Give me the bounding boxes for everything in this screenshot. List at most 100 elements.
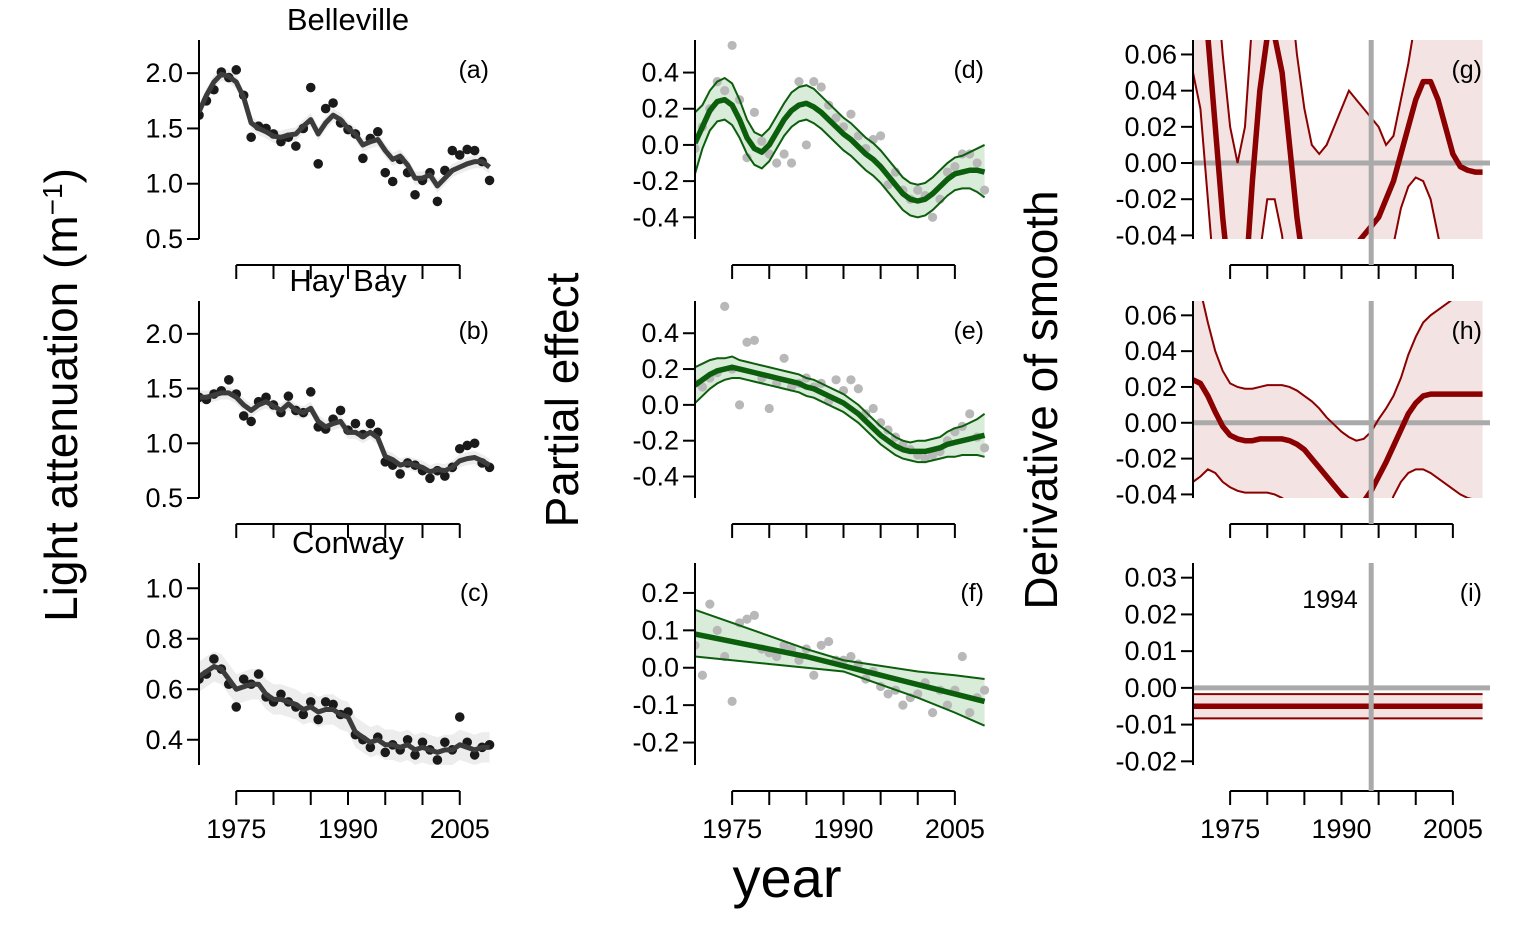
panel-e-fit-line — [695, 364, 986, 455]
panel-i-y-tick-label: 0.03 — [1124, 563, 1177, 593]
panel-e-y-tick-label: -0.2 — [632, 426, 679, 456]
panel-b-point — [350, 418, 361, 429]
panel-e-point — [749, 335, 760, 345]
panel-e-point — [734, 400, 745, 410]
panel-f-letter: (f) — [960, 579, 984, 607]
panel-f-point — [979, 685, 990, 695]
panel-a-point — [462, 144, 473, 155]
panel-c-point — [328, 699, 338, 710]
panel-b-point — [283, 391, 294, 402]
panel-f-y-tick-label: 0.0 — [641, 653, 679, 683]
panel-a-point — [432, 196, 443, 207]
left-y-axis-label-close: ) — [35, 168, 87, 183]
panel-d-point — [972, 158, 982, 168]
panel-e-y-tick-label: -0.4 — [632, 462, 679, 492]
panel-d-y-tick-label: 0.0 — [641, 130, 679, 160]
panel-f-point — [928, 708, 938, 718]
panel-i-x-tick-label: 1975 — [1200, 814, 1260, 844]
panel-i-y-tick-label: 0.00 — [1124, 673, 1177, 703]
panel-f-y-tick-label: 0.1 — [641, 615, 679, 645]
panel-f-point — [695, 640, 700, 650]
panel-f-point — [749, 610, 760, 620]
panel-b-y-tick-label: 1.0 — [145, 428, 183, 458]
panel-d: -0.4 -0.2 0.0 0.2 0.4 (d) — [632, 40, 990, 279]
panel-e-point — [979, 443, 990, 453]
panel-f-point — [816, 640, 826, 650]
panel-a-point — [469, 145, 480, 156]
panel-d-point — [742, 152, 752, 163]
panel-a-y-tick-label: 0.5 — [145, 224, 183, 254]
left-y-axis-label: Light attenuation (m−1) — [35, 168, 87, 622]
panel-c-point — [432, 755, 443, 765]
panel-g-ci-upper — [1220, 40, 1414, 164]
panel-c: 1975 1990 2005 0.4 0.6 0.8 1.0 (c) Conway — [145, 525, 495, 844]
panel-c-point — [469, 750, 480, 760]
panel-e-ci-lower — [695, 377, 985, 464]
panel-d-point — [831, 113, 841, 123]
panel-a-point — [387, 176, 398, 187]
panel-b-y-tick-label: 2.0 — [145, 319, 183, 349]
panel-d-point — [794, 77, 804, 87]
panel-h-plot-area — [1193, 301, 1490, 498]
panel-e-point — [779, 353, 789, 363]
panel-b-point — [305, 387, 316, 397]
panel-e-point — [965, 409, 975, 419]
panel-c-point — [320, 697, 331, 707]
panel-b-plot-area — [199, 375, 495, 484]
panel-f-y-tick-label: 0.2 — [641, 578, 679, 608]
panel-c-point — [417, 737, 428, 748]
panel-a-point — [410, 189, 420, 200]
panel-i-annotation-1994: 1994 — [1302, 586, 1358, 614]
panel-a-point — [246, 132, 256, 143]
panel-d-letter: (d) — [953, 56, 984, 84]
panel-g: -0.04 -0.02 0.00 0.02 0.04 0.06 (g) — [1115, 39, 1490, 279]
panel-h-y-tick-label: 0.02 — [1124, 372, 1177, 402]
panel-b-point — [440, 471, 450, 481]
panel-a-letter: (a) — [458, 56, 489, 84]
panel-d-y-tick-label: 0.2 — [641, 94, 679, 124]
panel-d-ci-lower — [695, 118, 986, 219]
panel-g-plot-area — [1193, 40, 1490, 239]
panel-f-point — [846, 651, 856, 662]
panel-g-fit-line — [1205, 40, 1483, 239]
panel-a-point — [313, 159, 324, 169]
panel-i: 1975 1990 2005 -0.02 -0.01 0.00 0.01 0.02 0.03 (i… — [1115, 563, 1490, 844]
panel-e-y-tick-label: 0.0 — [641, 390, 679, 420]
panel-f-x-tick-label: 1990 — [813, 814, 873, 844]
panel-e-point — [868, 403, 878, 414]
panel-d-point — [979, 185, 990, 195]
panel-i-y-tick-label: 0.01 — [1124, 636, 1177, 666]
panel-i-y-tick-label: -0.02 — [1115, 746, 1177, 776]
panel-c-point — [410, 750, 420, 760]
panel-h-ci-lower — [1193, 468, 1472, 498]
panel-e: -0.4 -0.2 0.0 0.2 0.4 (e) — [632, 301, 990, 538]
panel-c-point — [402, 734, 413, 745]
panel-c-point — [238, 674, 249, 684]
panel-a-point — [447, 145, 458, 156]
panel-i-letter: (i) — [1460, 579, 1482, 607]
panel-g-y-tick-label: 0.00 — [1124, 148, 1177, 178]
panel-g-y-tick-label: 0.04 — [1124, 76, 1177, 106]
panel-g-letter: (g) — [1451, 56, 1482, 84]
panel-a-plot-area — [199, 65, 495, 207]
left-y-axis-label-sup: −1 — [37, 183, 68, 215]
left-y-axis-label-main: Light attenuation (m — [35, 215, 87, 622]
panel-d-point — [727, 40, 737, 51]
panel-b-point — [425, 473, 435, 484]
panel-f-point — [942, 700, 953, 710]
panel-c-point — [231, 702, 242, 712]
panel-b-y-tick-label: 0.5 — [145, 483, 183, 513]
panel-i-x-tick-label: 1990 — [1311, 814, 1371, 844]
panel-f-point — [772, 651, 782, 662]
panel-c-point — [380, 747, 391, 758]
panel-f-point — [727, 696, 737, 707]
panel-c-point — [253, 669, 264, 679]
panel-d-point — [816, 82, 826, 92]
panel-a-point — [231, 65, 242, 75]
panel-f-ci-lower — [695, 655, 985, 727]
panel-f-fit-line — [695, 631, 986, 705]
panel-c-y-tick-label: 1.0 — [145, 573, 183, 603]
panel-h-ci-upper — [1201, 301, 1453, 442]
panel-d-point — [801, 140, 811, 150]
